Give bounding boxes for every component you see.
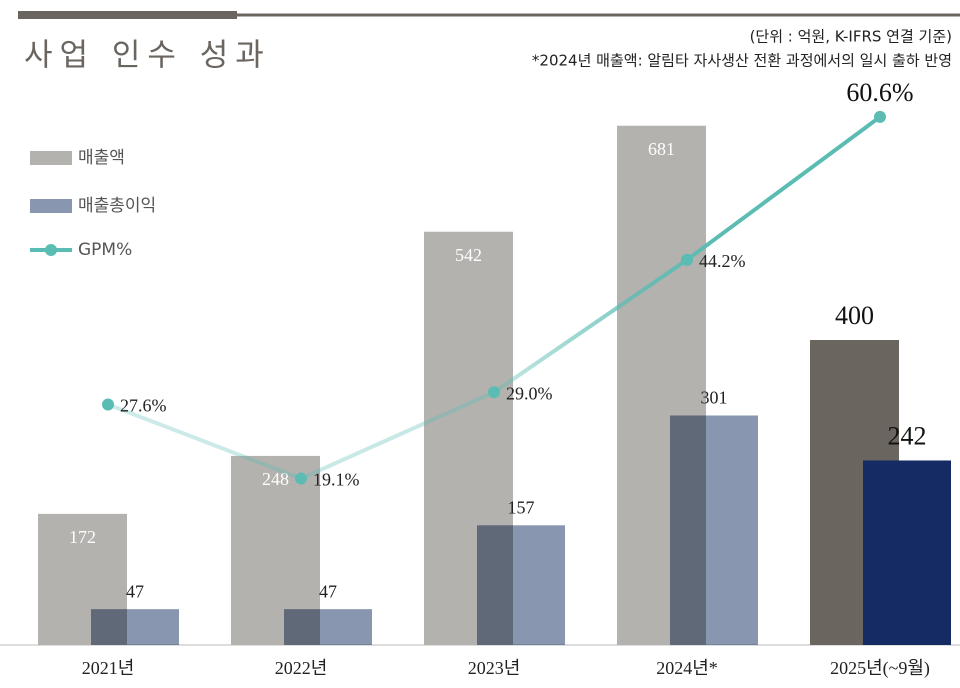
gpm-label: 27.6% [120,396,167,416]
value-label: 400 [835,301,874,330]
subtitle: (단위 : 억원, K-IFRS 연결 기준) [750,28,952,46]
legend-label: 매출액 [78,148,125,168]
value-label: 681 [648,139,675,159]
header-bar [18,11,237,19]
gpm-label: 60.6% [846,78,913,107]
legend-marker [45,244,57,256]
x-tick-label: 2023년 [468,658,521,678]
value-label: 242 [888,421,927,450]
annotation: *2024년 매출액: 알림타 자사생산 전환 과정에서의 일시 출하 반영 [532,52,952,70]
gpm-marker [874,110,886,123]
value-label: 301 [701,388,728,408]
value-label: 172 [69,527,96,547]
value-label: 47 [319,581,337,601]
legend-label: 매출총이익 [78,196,156,216]
chart-title: 사업 인수 성과 [24,38,271,74]
bar [477,525,565,645]
bar [91,609,179,645]
gpm-marker [295,472,307,485]
legend-swatch [30,151,72,165]
gpm-label: 19.1% [313,470,360,490]
gpm-label: 44.2% [699,251,746,271]
value-label: 542 [455,245,482,265]
legend-swatch [30,199,72,213]
value-label: 248 [262,469,289,489]
legend-label: GPM% [78,240,132,260]
gpm-marker [488,386,500,399]
x-tick-label: 2022년 [275,658,328,678]
value-label: 47 [126,581,144,601]
gpm-label: 29.0% [506,383,553,403]
x-tick-label: 2021년 [82,658,135,678]
bar [284,609,372,645]
x-tick-label: 2025년(~9월) [830,658,930,679]
x-tick-label: 2024년* [656,658,718,678]
bar [863,460,951,645]
gpm-marker [102,398,114,411]
gpm-marker [681,253,693,266]
value-label: 157 [508,497,535,517]
bar [670,415,758,645]
